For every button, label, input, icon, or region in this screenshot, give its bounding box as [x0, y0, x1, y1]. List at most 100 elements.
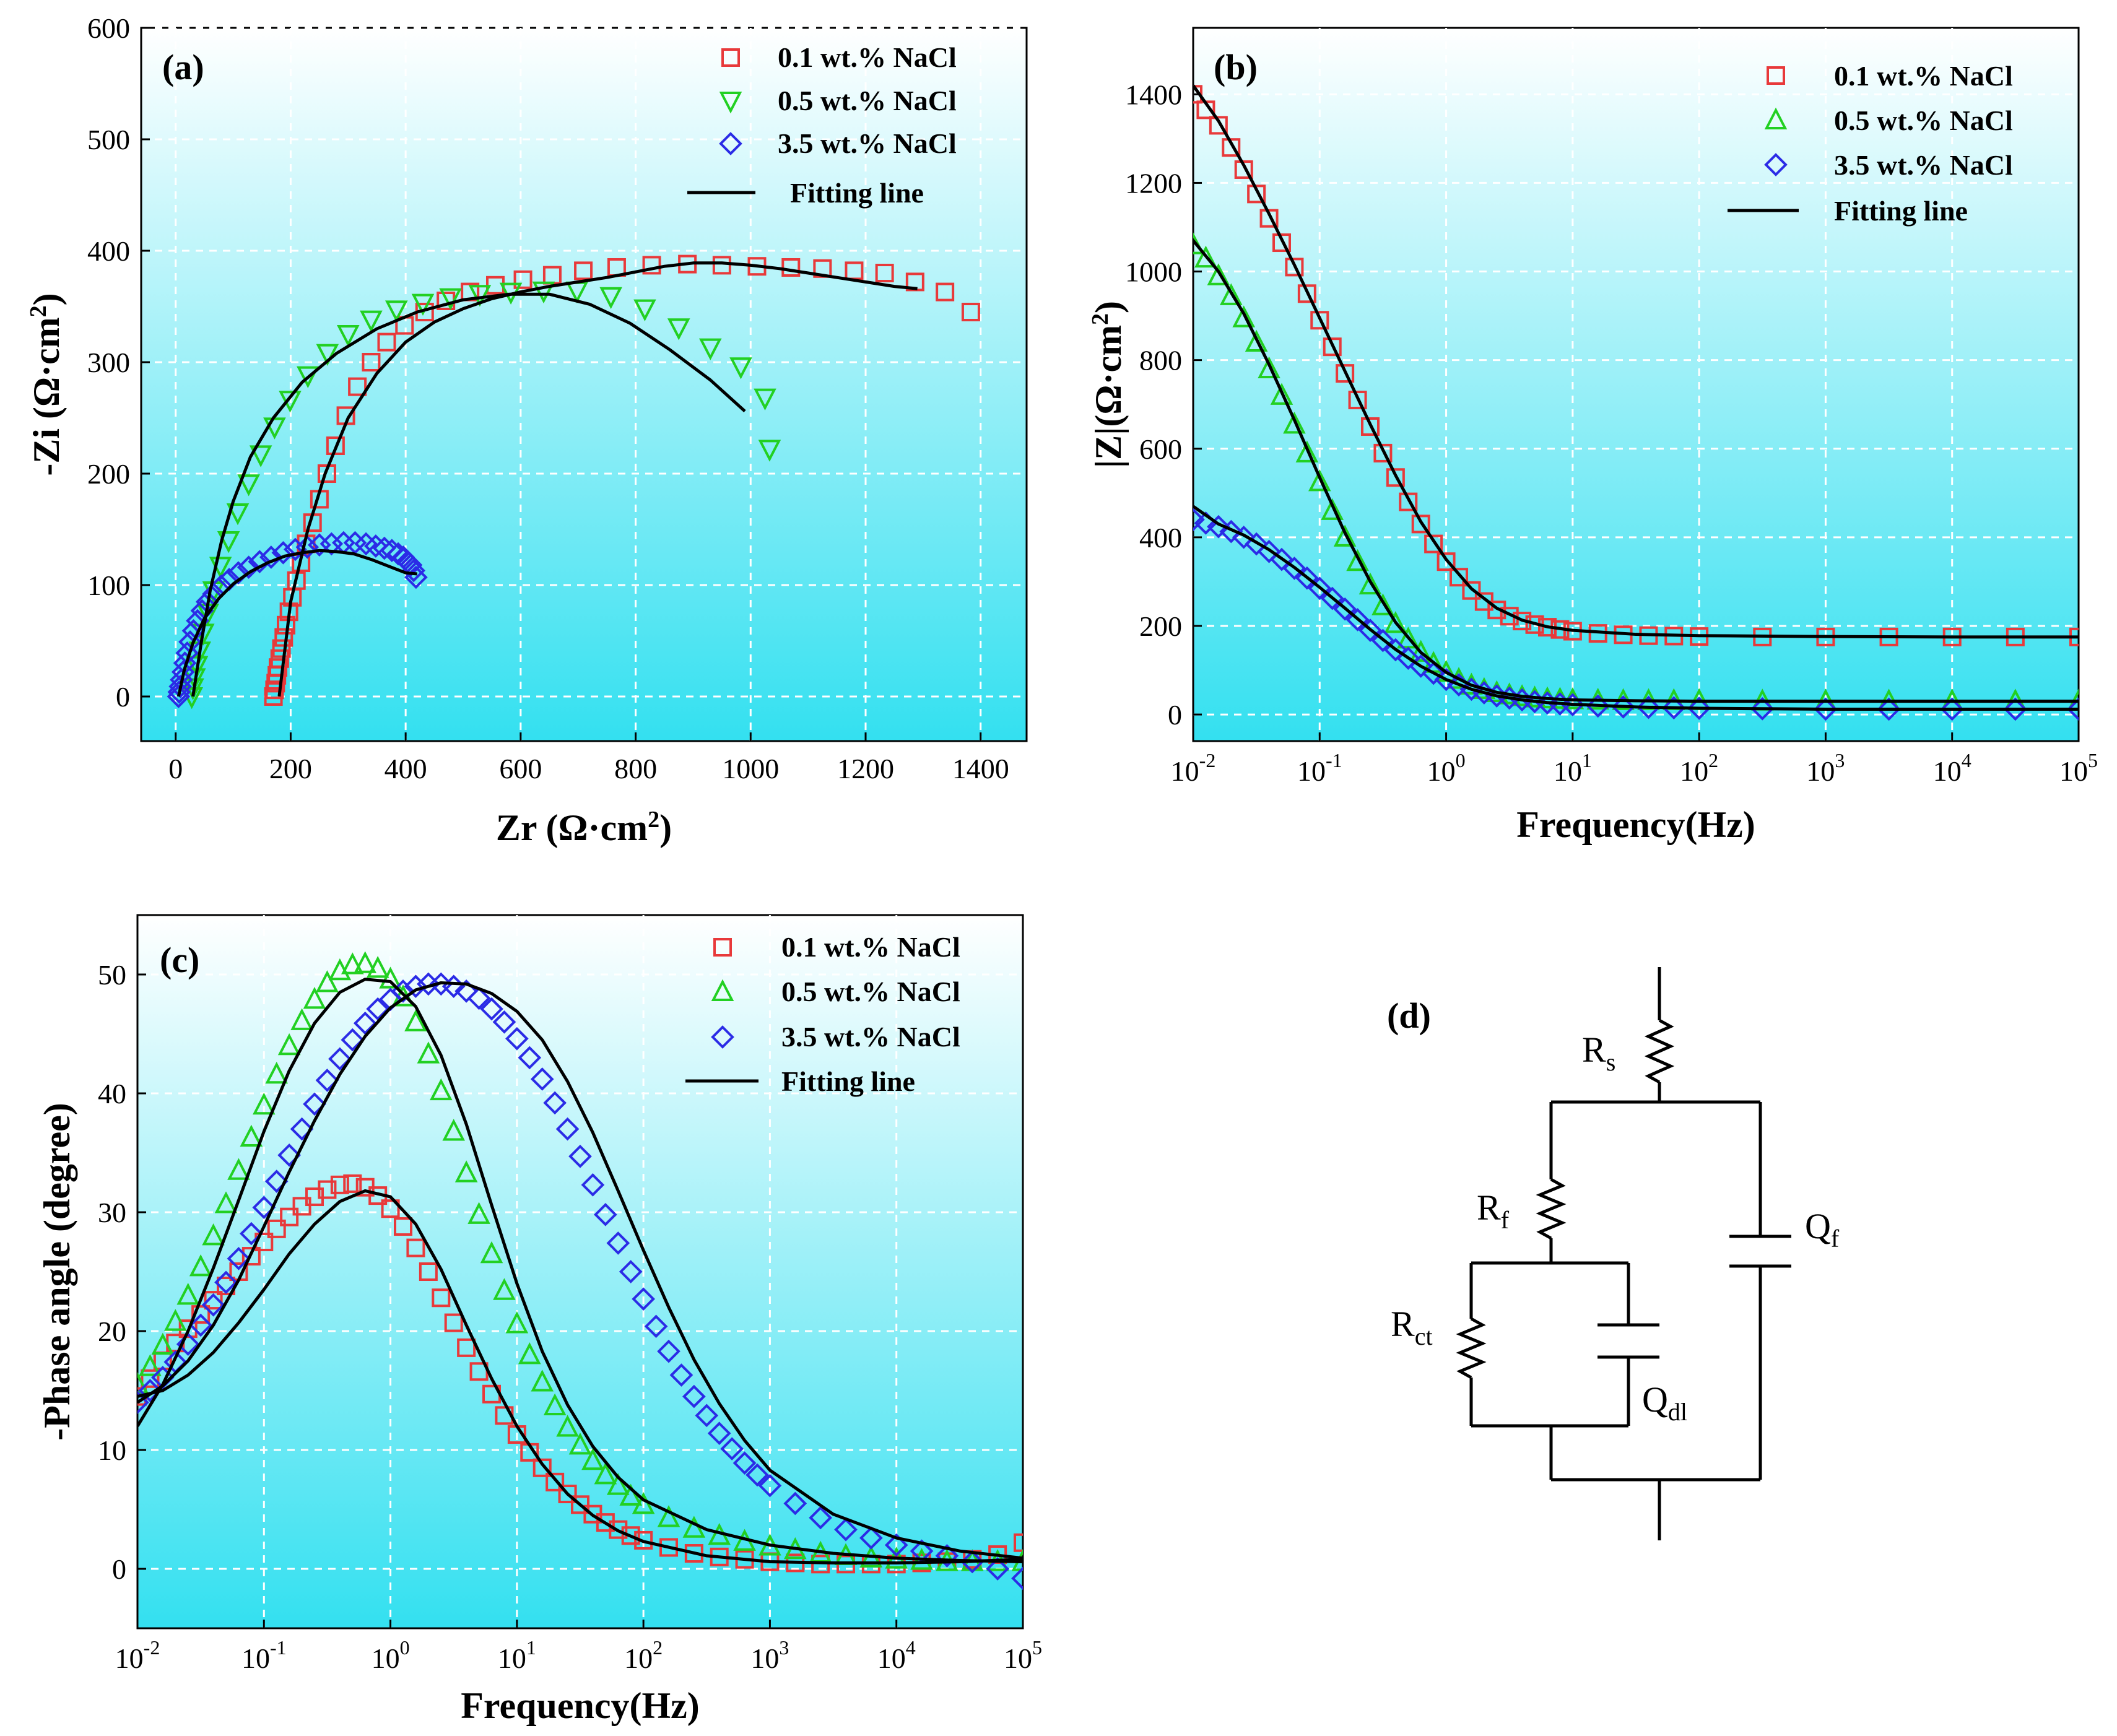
data-point	[1358, 618, 1382, 642]
axis-ticks: 10-2 10-1 100 101 102 103 104 105 0 200 400 600 800 1…	[1125, 79, 2098, 787]
legend-marker	[1764, 107, 1788, 129]
data-point	[277, 1144, 301, 1167]
resistor-rf	[1536, 1178, 1567, 1240]
data-point	[1283, 412, 1306, 434]
y-tick-label: 300	[87, 347, 130, 378]
data-point	[1750, 697, 1775, 721]
data-point	[518, 1342, 541, 1365]
data-point	[1371, 593, 1394, 615]
data-point	[406, 1238, 425, 1257]
data-point	[241, 1247, 261, 1266]
data-point	[1259, 209, 1279, 228]
x-tick-label: 105	[1004, 1636, 1042, 1674]
data-point	[296, 366, 320, 388]
data-point	[316, 344, 339, 366]
x-tick-label: 400	[385, 753, 427, 784]
data-point	[1336, 364, 1355, 383]
data-point	[1384, 638, 1407, 662]
svg-text:0.5 wt.% NaCl: 0.5 wt.% NaCl	[1834, 105, 2013, 136]
data-point	[237, 555, 261, 579]
data-point	[429, 1078, 453, 1101]
data-point	[442, 1119, 466, 1141]
label-qf: Qf	[1805, 1206, 1840, 1252]
data-point	[240, 1222, 263, 1246]
data-point	[682, 1384, 706, 1408]
x-tick-label: 200	[269, 753, 312, 784]
data-point	[581, 1447, 604, 1470]
data-point	[265, 1061, 289, 1084]
data-point	[556, 1415, 579, 1437]
data-point	[315, 1069, 339, 1092]
data-point	[328, 1047, 352, 1071]
data-point	[404, 1009, 427, 1031]
data-point	[204, 1291, 223, 1310]
data-point	[729, 357, 752, 380]
data-point	[935, 1544, 959, 1568]
data-point	[1348, 391, 1367, 410]
legend-item-0-1: 0.1 wt.% NaCl	[1767, 60, 2013, 92]
data-point	[316, 970, 339, 992]
panel-label: (a)	[162, 47, 204, 87]
x-tick-label: 101	[1554, 749, 1592, 787]
data-point	[348, 377, 367, 396]
data-point	[1295, 440, 1319, 462]
data-point	[619, 1483, 643, 1506]
data-point	[1308, 469, 1331, 492]
x-tick-label: 1400	[952, 753, 1009, 784]
data-point	[875, 264, 894, 282]
data-layer	[1193, 84, 2079, 721]
x-tick-label: 102	[1680, 749, 1718, 787]
data-point	[492, 1010, 516, 1034]
data-point	[274, 628, 293, 647]
data-point	[1411, 514, 1430, 534]
data-point	[581, 1173, 605, 1197]
svg-text:3.5 wt.% NaCl: 3.5 wt.% NaCl	[781, 1021, 960, 1052]
data-layer	[137, 951, 1023, 1591]
data-point	[1285, 258, 1304, 277]
data-point	[248, 550, 272, 574]
data-point	[746, 1463, 769, 1487]
data-point	[1358, 572, 1382, 595]
x-tick-label: 800	[614, 753, 657, 784]
data-point	[277, 1033, 301, 1056]
data-point	[139, 1354, 162, 1376]
data-point	[2067, 697, 2079, 721]
data-point	[151, 1332, 175, 1355]
legend: 0.1 wt.% NaCl 0.5 wt.% NaCl 3.5 wt.% NaC…	[685, 931, 960, 1097]
legend-item-0-1: 0.1 wt.% NaCl	[713, 931, 960, 963]
data-point	[1232, 526, 1256, 549]
data-point	[809, 1506, 832, 1530]
panel-label: (b)	[1214, 47, 1258, 87]
data-point	[176, 1283, 200, 1305]
data-point	[290, 1117, 314, 1141]
data-point	[546, 1472, 565, 1491]
plot-area	[136, 914, 1024, 1630]
data-point	[1321, 498, 1344, 520]
legend-marker	[711, 979, 734, 1001]
fit-line-1	[1193, 239, 2079, 703]
data-point	[783, 1491, 807, 1516]
data-point	[404, 974, 428, 999]
axis-ticks: 10-2 10-1 100 101 102 103 104 105 0 10 20 30 40 50	[98, 959, 1042, 1674]
data-point	[264, 1170, 289, 1193]
x-tick-label: 101	[498, 1636, 536, 1674]
data-point	[1194, 245, 1217, 268]
data-point	[1487, 601, 1506, 620]
data-point	[402, 558, 425, 583]
data-point	[609, 1520, 628, 1539]
data-point	[457, 1338, 476, 1357]
data-layer	[167, 254, 980, 710]
data-point	[543, 1393, 567, 1415]
data-point	[468, 285, 492, 307]
svg-text:0.1 wt.% NaCl: 0.1 wt.% NaCl	[781, 931, 960, 963]
x-tick-label: 10-1	[1297, 749, 1342, 787]
data-point	[377, 332, 396, 352]
panel-a-nyquist-plot: 0 200 400 600 800 1000 1200 1400 0 100 200 300 400 50…	[25, 12, 1028, 848]
x-axis-title: Frequency(Hz)	[1516, 804, 1755, 845]
data-point	[513, 270, 533, 289]
data-point	[330, 1175, 349, 1194]
data-point	[532, 281, 555, 304]
data-point	[353, 1011, 377, 1035]
data-point	[530, 1067, 554, 1091]
x-tick-label: 105	[2059, 749, 2098, 787]
